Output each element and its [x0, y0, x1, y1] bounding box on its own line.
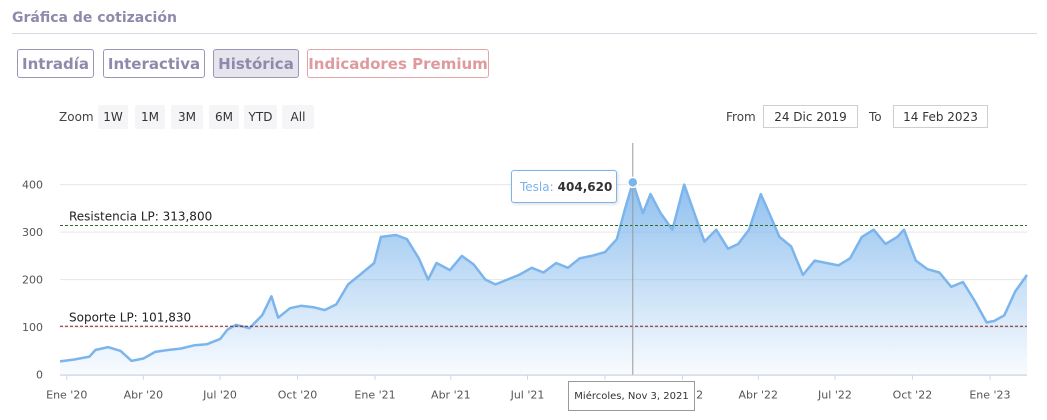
zoom-3m-button[interactable]: 3M: [171, 105, 203, 129]
x-axis: Ene '20 Abr '20 Jul '20 Oct '20 Ene '21 Abr '…: [46, 374, 1011, 402]
x-tick-label-9: Abr '22: [739, 389, 779, 402]
x-tick-label-10: Jul '22: [817, 389, 852, 402]
tab-historica[interactable]: Histórica: [213, 49, 299, 78]
zoom-6m-button[interactable]: 6M: [209, 105, 239, 129]
tab-intradia[interactable]: Intradía: [17, 49, 94, 78]
tooltip-value: 404,620: [557, 179, 613, 194]
y-tick-label-400: 400: [22, 179, 43, 192]
range-from-label: From: [726, 110, 756, 124]
y-axis: 0 100 200 300 400: [22, 179, 43, 382]
x-tick-label-4: Ene '21: [354, 389, 395, 402]
tab-interactiva[interactable]: Interactiva: [103, 49, 205, 78]
x-tick-label-0: Ene '20: [46, 389, 87, 402]
zoom-all-button[interactable]: All: [282, 105, 314, 129]
crosshair-date-label: Miércoles, Nov 3, 2021: [568, 381, 695, 411]
annotation-label-0: Resistencia LP: 313,800: [69, 210, 212, 224]
x-tick-label-5: Abr '21: [431, 389, 471, 402]
y-tick-label-100: 100: [22, 321, 43, 334]
zoom-ytd-button[interactable]: YTD: [244, 105, 277, 129]
header-divider: [12, 33, 1037, 34]
tab-indicadores-premium[interactable]: Indicadores Premium: [307, 49, 489, 78]
x-tick-label-11: Oct '22: [893, 389, 933, 402]
x-tick-label-6: Jul '21: [510, 389, 545, 402]
zoom-1w-button[interactable]: 1W: [98, 105, 128, 129]
range-from-input[interactable]: 24 Dic 2019: [763, 105, 858, 128]
y-tick-label-0: 0: [36, 369, 43, 382]
zoom-label: Zoom: [59, 110, 94, 124]
x-tick-label-12: Ene '23: [969, 389, 1010, 402]
annotations: Resistencia LP: 313,800 Soporte LP: 101,8…: [60, 210, 1027, 327]
y-tick-label-300: 300: [22, 226, 43, 239]
tooltip-series-name: Tesla:: [520, 179, 554, 194]
crosshair-marker: [627, 176, 639, 189]
x-tick-label-3: Oct '20: [278, 389, 318, 402]
annotation-label-1: Soporte LP: 101,830: [69, 310, 191, 324]
series-tooltip: Tesla: 404,620: [511, 170, 617, 203]
x-tick-label-1: Abr '20: [124, 389, 164, 402]
range-to-input[interactable]: 14 Feb 2023: [893, 105, 988, 128]
price-line: [59, 181, 1029, 363]
page-title: Gráfica de cotización: [12, 10, 177, 26]
x-tick-label-2: Jul '20: [202, 389, 237, 402]
y-tick-label-200: 200: [22, 274, 43, 287]
price-chart[interactable]: 0 100 200 300 400 Resistencia LP: 313,800 Sop…: [0, 138, 1047, 420]
range-to-label: To: [869, 110, 882, 124]
zoom-1m-button[interactable]: 1M: [135, 105, 165, 129]
